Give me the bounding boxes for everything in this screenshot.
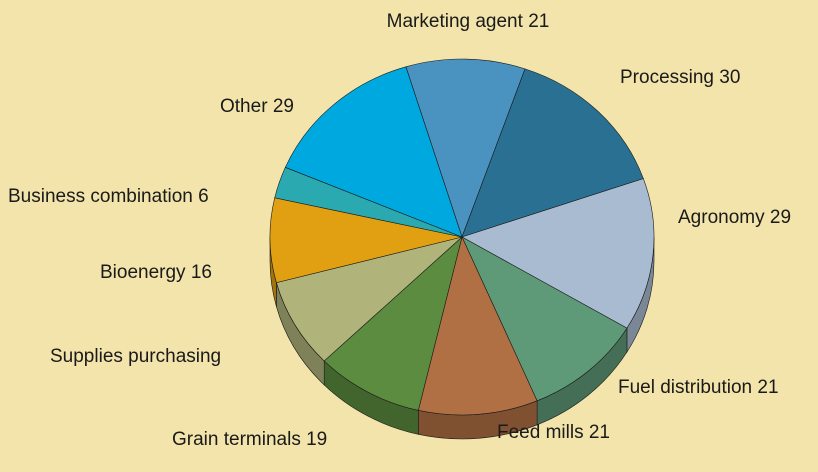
slice <box>461 68 644 238</box>
slice-label-value: 6 <box>198 186 209 207</box>
slice-label-name: Processing <box>620 67 714 88</box>
slice-label: Business combination 6 <box>8 186 209 207</box>
slice-label: Grain terminals 19 <box>172 429 327 450</box>
slice-label: Bioenergy 16 <box>100 262 212 283</box>
slice <box>461 236 628 402</box>
slice-label-name: Business combination <box>8 186 193 207</box>
slice-label-name: Grain terminals <box>172 429 301 450</box>
slice <box>323 236 463 411</box>
slice-label-value: 30 <box>719 67 740 88</box>
slice-label-name: Supplies purchasing <box>50 346 221 367</box>
slice-label: Agronomy 29 <box>678 207 791 228</box>
slice-label-name: Bioenergy <box>100 262 186 283</box>
slice-label-name: Agronomy <box>678 207 765 228</box>
slice <box>417 236 538 416</box>
slice-label-name: Fuel distribution <box>618 377 752 398</box>
slice-label-name: Feed mills <box>497 422 584 443</box>
slice-label-value: 29 <box>770 207 791 228</box>
slice-label-value: 21 <box>528 11 549 32</box>
slice-label-name: Marketing agent <box>387 11 524 32</box>
slice-label-value: 19 <box>306 429 327 450</box>
slice-label: Other 29 <box>220 96 294 117</box>
slice-label: Feed mills 21 <box>497 422 610 443</box>
slice-label-value: 21 <box>757 377 778 398</box>
slice <box>284 66 463 238</box>
pie-tops <box>269 58 655 416</box>
slice-label-value: 29 <box>273 96 294 117</box>
slice <box>461 178 655 329</box>
slice-label-value: 16 <box>191 262 212 283</box>
slice-label: Marketing agent 21 <box>387 11 550 32</box>
slice-label: Supplies purchasing <box>50 346 221 367</box>
slice-label-value: 21 <box>589 422 610 443</box>
slice-label: Processing 30 <box>620 67 740 88</box>
slice <box>276 236 463 362</box>
slice-label: Fuel distribution 21 <box>618 377 779 398</box>
slice <box>405 58 526 238</box>
slice-label-name: Other <box>220 96 268 117</box>
